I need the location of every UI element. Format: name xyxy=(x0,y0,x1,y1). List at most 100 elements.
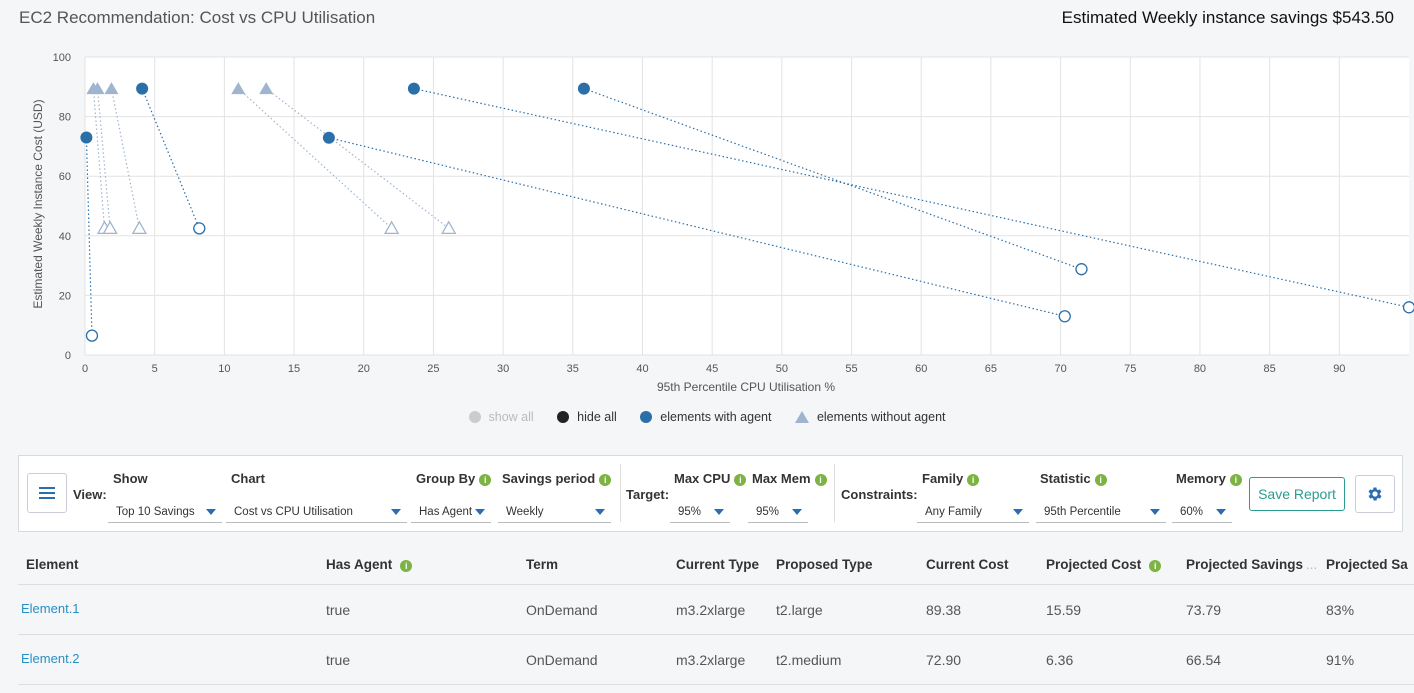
y-tick-label: 80 xyxy=(59,112,71,124)
max-mem-select[interactable]: 95% xyxy=(748,501,808,523)
caret-down-icon xyxy=(391,509,401,515)
col-projected-savings[interactable]: Projected Savings xyxy=(1186,557,1304,572)
savings-period-label: Savings period i xyxy=(502,471,612,486)
cell-current-type: m3.2xlarge xyxy=(676,602,746,618)
memory-select[interactable]: 60% xyxy=(1172,501,1232,523)
series-link xyxy=(237,88,393,229)
current-point xyxy=(104,82,119,95)
save-report-button[interactable]: Save Report xyxy=(1249,477,1345,511)
info-icon[interactable]: i xyxy=(1149,560,1162,572)
x-tick-label: 60 xyxy=(915,363,927,375)
divider xyxy=(834,464,835,522)
info-icon[interactable]: i xyxy=(599,474,612,486)
hamburger-icon xyxy=(39,492,55,494)
current-point xyxy=(577,82,590,95)
x-tick-label: 15 xyxy=(288,363,300,375)
element-link[interactable]: Element.1 xyxy=(21,601,80,616)
statistic-select-value: 95th Percentile xyxy=(1044,506,1121,518)
x-tick-label: 30 xyxy=(497,363,509,375)
memory-select-value: 60% xyxy=(1180,506,1204,518)
proposed-point xyxy=(102,220,118,235)
caret-down-icon xyxy=(1216,509,1226,515)
table-row[interactable]: Element.1 true OnDemand m3.2xlarge t2.la… xyxy=(18,585,1414,635)
caret-down-icon xyxy=(1013,509,1023,515)
info-icon[interactable]: i xyxy=(814,474,827,486)
group-by-select[interactable]: Has Agent xyxy=(411,501,491,523)
max-cpu-label: Max CPU i xyxy=(674,471,747,486)
dot-icon xyxy=(557,411,570,423)
cell-projected-savings-pct: 91% xyxy=(1326,652,1355,668)
caret-down-icon xyxy=(475,509,485,515)
info-icon[interactable]: i xyxy=(479,474,492,486)
menu-button[interactable] xyxy=(27,473,67,513)
proposed-point xyxy=(85,329,99,342)
info-icon[interactable]: i xyxy=(967,474,980,486)
col-has-agent[interactable]: Has Agent i xyxy=(326,557,413,572)
proposed-point xyxy=(441,220,457,235)
caret-down-icon xyxy=(595,509,605,515)
statistic-label: Statistic i xyxy=(1040,471,1107,486)
col-projected-cost[interactable]: Projected Cost i xyxy=(1046,557,1162,572)
max-cpu-select[interactable]: 95% xyxy=(670,501,730,523)
scatter-chart: Estimated Weekly Instance Cost (USD) 95t… xyxy=(31,52,1414,394)
current-point xyxy=(80,131,93,144)
col-element[interactable]: Element xyxy=(26,557,79,572)
legend-hide-all[interactable]: hide all xyxy=(557,410,617,424)
family-label: Family i xyxy=(922,471,980,486)
settings-button[interactable] xyxy=(1355,475,1395,513)
col-projected-cost-text: Projected Cost xyxy=(1046,557,1142,572)
statistic-label-text: Statistic xyxy=(1040,471,1091,486)
show-select[interactable]: Top 10 Savings xyxy=(108,501,222,523)
current-point xyxy=(322,131,335,144)
x-tick-label: 50 xyxy=(776,363,788,375)
col-term[interactable]: Term xyxy=(526,557,559,572)
y-axis-title: Estimated Weekly Instance Cost (USD) xyxy=(31,99,45,308)
legend-with-agent[interactable]: elements with agent xyxy=(640,410,771,424)
family-label-text: Family xyxy=(922,471,964,486)
cell-term: OnDemand xyxy=(526,652,598,668)
chart-select[interactable]: Cost vs CPU Utilisation xyxy=(226,501,407,523)
memory-label-text: Memory xyxy=(1176,471,1226,486)
constraints-label: Constraints: xyxy=(841,487,918,502)
cell-current-cost: 72.90 xyxy=(926,652,962,668)
x-tick-label: 65 xyxy=(985,363,997,375)
legend-without-agent-label: elements without agent xyxy=(816,410,946,424)
cell-term: OnDemand xyxy=(526,602,598,618)
x-axis-title: 95th Percentile CPU Utilisation % xyxy=(657,380,835,394)
info-icon[interactable]: i xyxy=(1094,474,1107,486)
view-label: View: xyxy=(73,487,107,502)
x-tick-label: 10 xyxy=(218,363,230,375)
cell-current-type: m3.2xlarge xyxy=(676,652,746,668)
group-by-select-value: Has Agent xyxy=(419,506,473,518)
estimated-savings: Estimated Weekly instance savings $543.5… xyxy=(1061,8,1394,27)
family-select[interactable]: Any Family xyxy=(917,501,1029,523)
cell-projected-savings: 73.79 xyxy=(1186,602,1222,618)
statistic-select[interactable]: 95th Percentile xyxy=(1036,501,1166,523)
col-current-type[interactable]: Current Type xyxy=(676,557,760,572)
col-proposed-type[interactable]: Proposed Type xyxy=(776,557,873,572)
legend-show-all[interactable]: show all xyxy=(468,410,534,424)
group-by-label-text: Group By xyxy=(416,471,476,486)
info-icon[interactable]: i xyxy=(734,474,747,486)
info-icon[interactable]: i xyxy=(1229,474,1242,486)
savings-period-select-value: Weekly xyxy=(506,506,544,518)
x-tick-label: 20 xyxy=(358,363,370,375)
x-tick-label: 70 xyxy=(1054,363,1066,375)
cell-proposed-type: t2.large xyxy=(776,602,823,618)
element-link[interactable]: Element.2 xyxy=(21,651,80,666)
x-tick-label: 75 xyxy=(1124,363,1136,375)
table-row[interactable]: Element.2 true OnDemand m3.2xlarge t2.me… xyxy=(18,635,1414,685)
info-icon[interactable]: i xyxy=(400,560,413,572)
chart-grid xyxy=(84,56,1409,356)
col-current-cost[interactable]: Current Cost xyxy=(926,557,1009,572)
col-projected-savings-pct[interactable]: Projected Sa xyxy=(1326,557,1408,572)
savings-period-select[interactable]: Weekly xyxy=(498,501,611,523)
current-point xyxy=(407,82,420,95)
show-select-value: Top 10 Savings xyxy=(116,506,195,518)
current-point xyxy=(90,82,105,95)
series-link xyxy=(85,137,93,336)
y-tick-label: 60 xyxy=(59,171,71,183)
legend-without-agent[interactable]: elements without agent xyxy=(794,410,946,424)
cell-has-agent: true xyxy=(326,652,351,668)
divider xyxy=(620,464,621,522)
